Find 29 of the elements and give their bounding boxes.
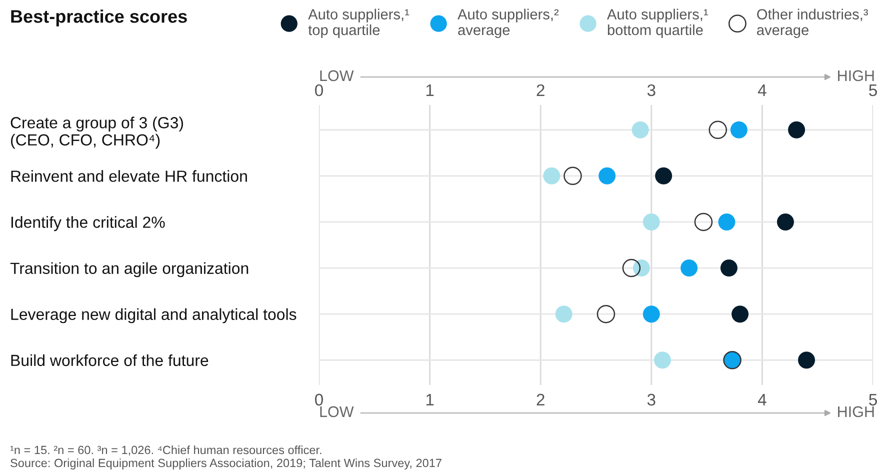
x2-tick-label: 0 — [315, 84, 323, 96]
x2-tick-label: 5 — [869, 84, 877, 96]
source-note: Source: Original Equipment Suppliers Association, 2019; Talent Wins Survey, 2017 — [10, 458, 442, 470]
text: Best-practice scores — [11, 10, 187, 26]
text: ¹n = 15. ²n = 60. ³n = 1,026. ⁴Chief human resources officer. — [10, 445, 322, 456]
x-tick-label: 4 — [758, 394, 766, 406]
y-tick-label: Leverage new digital and analytical tools — [11, 308, 296, 324]
x-tick-label: 0 — [315, 394, 323, 406]
x2-tick-label: 1 — [426, 84, 434, 96]
x-axis-title: LOW — [320, 406, 354, 418]
y-tick-label: Transition to an agile organization — [10, 262, 248, 278]
legend-label: Other industries,³ average — [757, 8, 868, 38]
x-tick-label: 5 — [869, 394, 877, 406]
x-tick-label: 3 — [647, 394, 656, 406]
text: HIGH — [838, 70, 874, 82]
y-tick-label: Build workforce of the future — [11, 354, 208, 366]
x2-tick-label: 2 — [536, 84, 544, 96]
legend-label: Auto suppliers,² average — [458, 8, 559, 38]
x-tick-label: 2 — [536, 394, 544, 406]
y-tick-label: Create a group of 3 (G3) (CEO, CFO, CHRO⁴) — [10, 116, 184, 149]
y-tick-label: Reinvent and elevate HR function — [11, 170, 247, 182]
x2-tick-label: 4 — [758, 84, 766, 96]
x2-tick-label: 3 — [647, 84, 656, 96]
legend-label: Auto suppliers,¹ bottom quartile — [607, 8, 708, 38]
legend-label: Auto suppliers,¹ top quartile — [308, 8, 410, 38]
x2-axis-title: HIGH — [838, 406, 874, 418]
x-tick-label: 1 — [426, 394, 434, 406]
text: LOW — [320, 70, 354, 82]
y-tick-label: Identify the critical 2% — [11, 216, 165, 232]
